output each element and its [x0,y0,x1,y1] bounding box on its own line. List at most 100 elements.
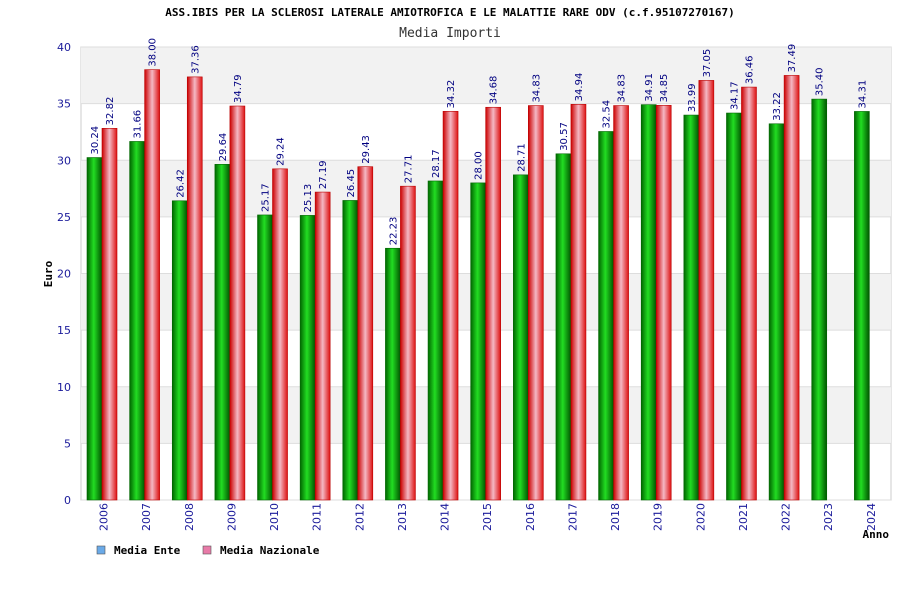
y-axis-ticks: 0 5 10 15 20 25 30 35 40 [57,41,71,507]
legend-swatch [96,545,106,555]
x-tick-label: 2013 [396,503,409,531]
y-tick-label: 35 [57,98,71,111]
chart-title: ASS.IBIS PER LA SCLEROSI LATERALE AMIOTR… [165,6,735,19]
value-label: 29.24 [276,137,287,166]
x-tick-label: 2022 [780,503,793,531]
legend: Media Ente Media Nazionale [96,544,320,557]
bar-media-ente-2018 [598,131,614,501]
bar-media-nazionale-2020 [698,80,715,501]
x-tick-label: 2011 [311,503,324,531]
legend-swatch [202,545,212,555]
bar-media-nazionale-2013 [400,185,416,501]
bar-media-nazionale-2008 [186,76,203,501]
bar-media-nazionale-2019 [655,105,672,501]
bar-media-ente-2024 [854,111,870,501]
y-tick-label: 15 [57,324,71,337]
value-label: 30.24 [90,126,101,155]
x-tick-label: 2016 [524,503,537,531]
x-tick-label: 2012 [353,503,366,531]
bar-media-ente-2022 [768,123,785,501]
bar-media-nazionale-2018 [613,105,629,501]
value-label: 34.83 [531,74,542,103]
x-tick-label: 2006 [98,503,111,531]
x-tick-label: 2018 [609,503,622,531]
bar-media-nazionale-2021 [741,86,757,501]
bar-media-ente-2020 [683,114,700,501]
y-axis-label: Euro [42,260,55,287]
x-tick-label: 2009 [225,503,238,531]
value-label: 37.36 [190,45,201,74]
value-label: 33.99 [687,83,698,112]
value-label: 33.22 [772,92,783,121]
value-label: 27.19 [318,160,329,189]
value-label: 32.82 [105,97,116,126]
value-label: 32.54 [602,100,613,129]
value-labels: 30.24 32.82 31.66 38.00 26.42 37.36 29.64 34.79… [90,38,868,245]
bar-media-ente-2021 [726,112,742,501]
x-tick-label: 2023 [822,503,835,531]
x-tick-label: 2015 [481,503,494,531]
bar-media-ente-2014 [427,180,444,501]
x-tick-label: 2008 [183,503,196,531]
value-label: 36.46 [744,55,755,84]
y-tick-label: 10 [57,381,71,394]
bar-media-ente-2011 [299,215,316,501]
value-label: 37.49 [787,44,798,73]
bar-media-ente-2023 [811,98,828,501]
value-label: 26.42 [175,169,186,198]
bar-media-nazionale-2009 [229,105,246,501]
bar-media-nazionale-2017 [570,104,587,501]
bar-media-ente-2006 [86,157,103,501]
x-tick-label: 2017 [566,503,579,531]
value-label: 34.83 [617,74,628,103]
value-label: 37.05 [702,49,713,78]
bar-media-nazionale-2015 [485,106,501,501]
bar-media-ente-2019 [640,104,657,501]
bar-media-nazionale-2007 [144,69,160,501]
bar-media-ente-2013 [385,247,401,501]
bar-media-ente-2017 [555,153,572,501]
value-label: 34.85 [659,74,670,103]
x-tick-label: 2024 [865,503,878,531]
bar-media-ente-2012 [342,200,359,501]
value-label: 28.17 [431,149,442,178]
value-label: 31.66 [133,110,144,139]
value-label: 22.23 [388,217,399,246]
x-axis-ticks: 2006 2007 2008 2009 2010 2011 2012 2013 2014 2015… [98,503,878,531]
y-tick-label: 0 [64,494,71,507]
y-tick-label: 25 [57,211,71,224]
x-tick-label: 2020 [694,503,707,531]
value-label: 26.45 [346,169,357,198]
value-label: 29.43 [361,135,372,164]
x-tick-label: 2021 [737,503,750,531]
value-label: 30.57 [559,122,570,151]
y-tick-label: 20 [57,268,71,281]
value-label: 25.13 [303,184,314,213]
bar-media-ente-2010 [257,214,273,501]
value-label: 29.64 [218,133,229,162]
bar-media-nazionale-2022 [783,75,800,501]
value-label: 34.94 [574,73,585,102]
legend-label: Media Ente [114,544,181,557]
bar-media-nazionale-2016 [528,105,544,501]
y-tick-label: 40 [57,41,71,54]
x-tick-label: 2010 [268,503,281,531]
value-label: 34.17 [729,81,740,110]
value-label: 35.40 [815,67,826,96]
value-label: 34.68 [489,76,500,105]
value-label: 27.71 [403,155,414,184]
bar-media-nazionale-2011 [314,191,331,501]
value-label: 28.71 [516,143,527,172]
x-tick-label: 2007 [140,503,153,531]
value-label: 38.00 [148,38,159,67]
bar-media-nazionale-2012 [357,166,374,501]
bar-media-ente-2016 [513,174,529,501]
value-label: 34.31 [857,80,868,109]
value-label: 25.17 [261,183,272,212]
bar-media-nazionale-2010 [272,168,288,501]
bar-media-ente-2007 [129,141,145,501]
bar-media-ente-2015 [470,182,486,501]
bar-media-nazionale-2006 [101,128,118,501]
bar-media-nazionale-2014 [442,111,459,501]
